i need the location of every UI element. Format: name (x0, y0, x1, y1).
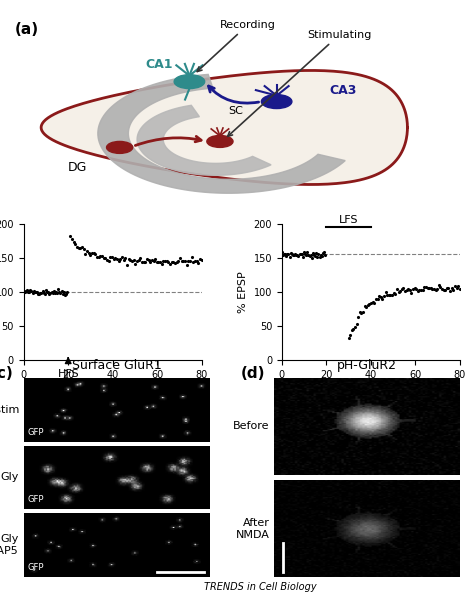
Text: pH-GluR2: pH-GluR2 (337, 359, 397, 372)
Text: TRENDS in Cell Biology: TRENDS in Cell Biology (204, 582, 317, 592)
Text: GFP: GFP (27, 495, 44, 505)
Text: After
NMDA: After NMDA (236, 518, 270, 540)
Text: Gly
+AP5: Gly +AP5 (0, 534, 19, 556)
Text: (d): (d) (241, 366, 265, 381)
X-axis label: Time (min): Time (min) (82, 385, 143, 395)
Text: HFS: HFS (57, 369, 79, 379)
Circle shape (207, 136, 233, 148)
Text: CA1: CA1 (146, 58, 173, 71)
Text: Gly: Gly (0, 472, 19, 483)
Text: Unstim: Unstim (0, 405, 19, 415)
Circle shape (261, 95, 292, 108)
Circle shape (174, 74, 205, 89)
Text: DG: DG (67, 161, 87, 174)
Circle shape (107, 142, 133, 154)
Y-axis label: % EPSP: % EPSP (238, 271, 248, 313)
Text: SC: SC (228, 105, 244, 115)
Polygon shape (41, 70, 408, 184)
Text: (c): (c) (0, 366, 13, 381)
Polygon shape (137, 105, 271, 176)
Polygon shape (98, 74, 345, 193)
Text: Before: Before (233, 421, 270, 431)
Text: (a): (a) (15, 22, 39, 37)
Text: GFP: GFP (27, 563, 44, 572)
Text: Surface GluR1: Surface GluR1 (72, 359, 161, 372)
Text: Stimulating: Stimulating (228, 30, 372, 136)
Text: LFS: LFS (339, 215, 358, 226)
Text: Recording: Recording (197, 20, 276, 71)
Text: GFP: GFP (27, 428, 44, 437)
X-axis label: Time (min): Time (min) (340, 385, 401, 395)
Text: CA3: CA3 (329, 83, 356, 96)
